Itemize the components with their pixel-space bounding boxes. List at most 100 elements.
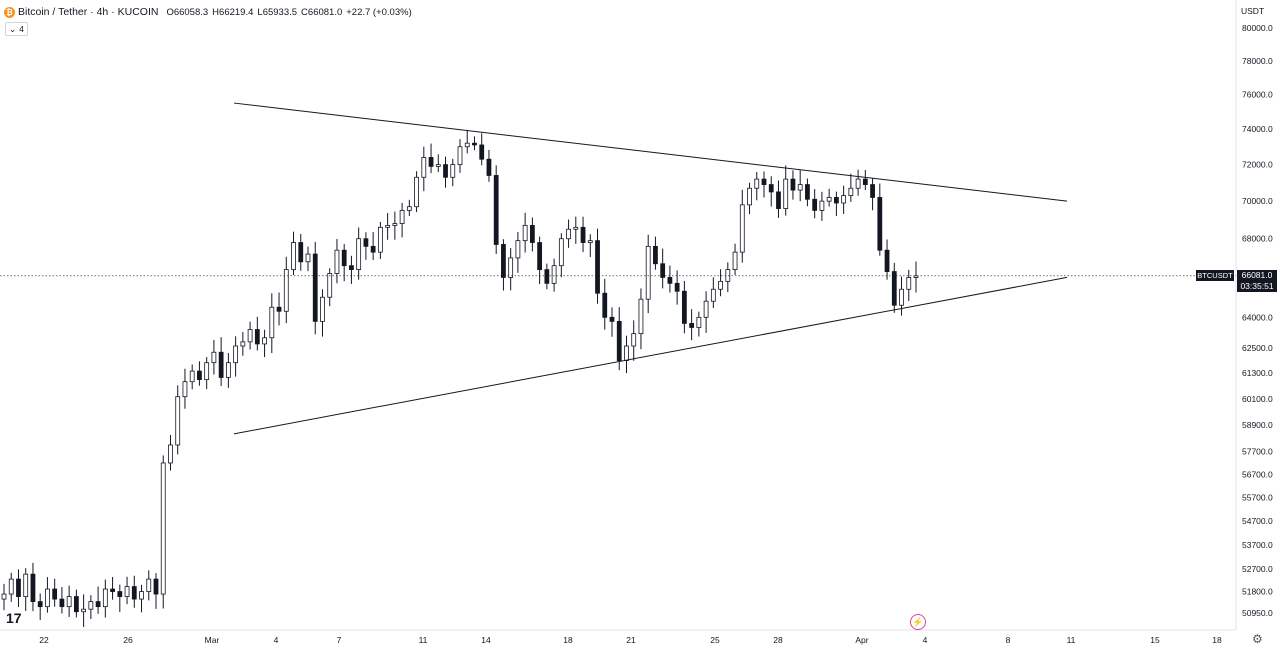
candle-body: [392, 223, 398, 226]
time-tick-label: 21: [626, 635, 636, 645]
candle-body: [117, 591, 123, 597]
bitcoin-coin-icon: ₿: [4, 6, 15, 18]
candle-body: [30, 573, 36, 602]
candle-body: [16, 578, 21, 597]
candle-body: [739, 204, 745, 253]
price-tick-label: 56700.0: [1242, 469, 1273, 479]
candle-body: [660, 263, 666, 278]
candle-body: [320, 296, 325, 322]
price-tick-label: 74000.0: [1242, 124, 1273, 134]
candle-body: [341, 249, 347, 267]
time-tick-label: 8: [1006, 635, 1011, 645]
candles-group: [1, 129, 919, 628]
time-tick-label: 15: [1150, 635, 1160, 645]
candle-body: [609, 316, 615, 322]
time-tick-label: 11: [1067, 635, 1076, 645]
candle-body: [515, 240, 521, 259]
candle-body: [653, 245, 658, 265]
candle-body: [175, 396, 181, 446]
candle-body: [37, 601, 43, 608]
ohlc-key: O: [166, 6, 174, 18]
candle-body: [66, 596, 72, 608]
candle-body: [435, 164, 441, 167]
candle-body: [124, 586, 130, 597]
price-tick-label: 52700.0: [1242, 564, 1273, 574]
candle-body: [501, 244, 506, 278]
time-tick-label: 26: [123, 635, 133, 645]
candle-body: [674, 282, 680, 292]
tradingview-logo-icon[interactable]: 17: [6, 610, 22, 626]
ohlc-key: H: [212, 6, 220, 18]
price-tick-label: 60100.0: [1242, 394, 1273, 404]
symbol-legend[interactable]: ₿ Bitcoin / Tether · 4h · KUCOIN O66058.…: [4, 4, 416, 20]
candle-body: [298, 242, 304, 263]
ohlc-values: O66058.3 H66219.4 L65933.5 C66081.0 +22.7 (+…: [166, 7, 415, 18]
candle-body: [566, 228, 571, 240]
candle-body: [197, 370, 202, 380]
candle-body: [884, 249, 890, 272]
candle-body: [870, 184, 875, 198]
time-tick-label: 7: [337, 635, 342, 645]
candle-body: [377, 226, 383, 253]
candle-body: [349, 265, 354, 270]
candle-body: [211, 351, 217, 364]
candle-body: [139, 591, 144, 600]
trendline-lower[interactable]: [233, 276, 1068, 435]
candle-body: [493, 175, 499, 245]
price-tick-label: 70000.0: [1242, 196, 1273, 206]
candle-body: [797, 184, 803, 191]
price-tick-label: 64000.0: [1242, 312, 1273, 322]
ohlc-value: 65933.5: [262, 6, 298, 18]
symbol-title[interactable]: Bitcoin / Tether · 4h · KUCOIN: [18, 6, 159, 18]
candle-body: [710, 288, 716, 302]
gear-icon[interactable]: ⚙: [1252, 632, 1263, 646]
candle-body: [464, 142, 470, 148]
candle-body: [204, 362, 210, 380]
candle-body: [877, 197, 883, 251]
candle-body: [689, 323, 695, 328]
currency-label[interactable]: USDT: [1241, 6, 1265, 16]
trendline-upper[interactable]: [233, 102, 1068, 202]
candle-body: [414, 176, 419, 208]
price-tick-label: 76000.0: [1242, 90, 1273, 100]
candle-body: [291, 242, 296, 270]
price-scale-background[interactable]: [1236, 0, 1280, 650]
candle-body: [131, 586, 137, 600]
candle-body: [529, 225, 535, 243]
candle-body: [146, 578, 152, 592]
candle-body: [8, 578, 14, 595]
candle-body: [718, 280, 723, 290]
candle-body: [479, 144, 485, 160]
lightning-icon[interactable]: ⚡: [910, 614, 926, 630]
candle-body: [59, 598, 65, 608]
price-tick-label: 61300.0: [1242, 368, 1273, 378]
candle-body: [616, 320, 622, 361]
candle-body: [168, 444, 173, 464]
price-tick-label: 57700.0: [1242, 447, 1273, 457]
price-tick-label: 50950.0: [1242, 608, 1273, 618]
last-price-value: 66081.0: [1241, 270, 1273, 280]
trendlines-group[interactable]: [233, 102, 1068, 435]
time-tick-label: 11: [419, 635, 428, 645]
candle-body: [776, 191, 781, 209]
chevron-down-icon: ⌄: [9, 23, 17, 34]
time-tick-label: 18: [1212, 635, 1222, 645]
candle-body: [747, 187, 752, 206]
price-tick-label: 72000.0: [1242, 160, 1273, 170]
candle-body: [276, 306, 282, 312]
candle-body: [580, 226, 586, 243]
candle-body: [638, 298, 644, 335]
candle-body: [595, 240, 600, 294]
candle-body: [573, 226, 579, 230]
candle-body: [334, 249, 340, 274]
candle-body: [240, 341, 246, 347]
indicators-toggle-button[interactable]: ⌄ 4: [5, 22, 28, 36]
candle-body: [233, 345, 239, 364]
candle-body: [247, 329, 253, 343]
candle-body: [182, 381, 188, 398]
candle-body: [812, 198, 818, 211]
candle-body: [399, 210, 405, 224]
candle-body: [73, 596, 79, 613]
candle-body: [544, 269, 550, 284]
